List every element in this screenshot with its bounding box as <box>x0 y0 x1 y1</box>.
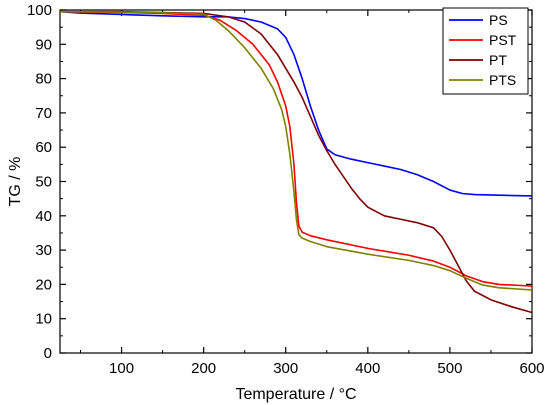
y-tick-label: 90 <box>35 36 52 53</box>
y-axis-title: TG / % <box>7 157 24 207</box>
y-tick-label: 80 <box>35 71 52 88</box>
series-line-pst <box>59 10 533 287</box>
series-line-ps <box>59 10 533 197</box>
y-tick-label: 60 <box>35 139 52 156</box>
y-tick-label: 70 <box>35 105 52 122</box>
y-tick-label: 30 <box>35 242 52 259</box>
y-tick-label: 100 <box>27 2 52 19</box>
y-tick-label: 20 <box>35 276 52 293</box>
ticks-group: 100 200 300 400 500 600 0 10 20 30 40 50 60 70 80 90 100 <box>27 2 545 377</box>
x-tick-label: 300 <box>273 360 298 377</box>
x-tick-label: 400 <box>355 360 380 377</box>
x-tick-label: 200 <box>191 360 216 377</box>
legend-label-pt: PT <box>489 52 507 68</box>
x-axis-title: Temperature / °C <box>235 386 356 403</box>
series-group <box>59 10 533 314</box>
x-tick-label: 600 <box>519 360 544 377</box>
legend-label-pst: PST <box>489 32 517 48</box>
y-tick-label: 40 <box>35 208 52 225</box>
legend-group: PS PST PT PTS <box>442 7 529 95</box>
legend-label-pts: PTS <box>489 72 516 88</box>
legend-label-ps: PS <box>489 12 508 28</box>
y-tick-label: 0 <box>44 345 52 362</box>
series-line-pt <box>60 10 533 314</box>
x-tick-label: 100 <box>109 360 134 377</box>
y-tick-label: 50 <box>35 174 52 191</box>
y-tick-label: 10 <box>35 311 52 328</box>
x-tick-label: 500 <box>437 360 462 377</box>
series-line-pts <box>59 10 533 291</box>
